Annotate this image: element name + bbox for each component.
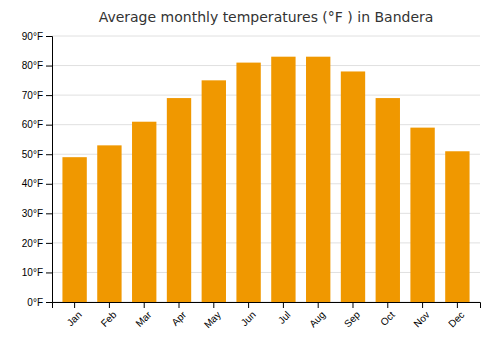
x-tick-mark [74, 302, 75, 308]
x-tick-label: Oct [378, 309, 397, 328]
grid-line [52, 65, 480, 66]
y-tick-mark [46, 213, 52, 214]
x-tick: Jul [276, 302, 293, 326]
x-tick-mark [213, 302, 214, 308]
x-tick: Apr [169, 302, 188, 328]
y-tick-label: 50°F [22, 149, 43, 160]
x-tick-label: Dec [446, 309, 466, 329]
y-tick: 30°F [22, 208, 52, 219]
bar [62, 157, 86, 302]
x-tick-mark [318, 302, 319, 308]
chart: 0°F 10°F 20°F 30°F 40°F 50°F 60°F 70°F 80°F 90°F J… [0, 0, 500, 350]
y-tick-label: 80°F [22, 60, 43, 71]
x-tick-label: Jul [276, 309, 293, 326]
y-tick-mark [46, 95, 52, 96]
bar [236, 63, 260, 302]
x-axis: Jan Feb Mar Apr May Jun Jul Aug Sep Oct Nov Dec [53, 302, 481, 330]
y-tick-label: 10°F [22, 267, 43, 278]
x-tick: Aug [307, 302, 327, 329]
bar [445, 151, 469, 302]
x-tick: Feb [99, 302, 119, 329]
y-tick: 70°F [22, 90, 52, 101]
y-tick-mark [46, 66, 52, 67]
x-tick: Jun [239, 302, 258, 328]
bar [167, 98, 191, 302]
x-tick: Oct [378, 302, 397, 328]
y-axis-line [46, 37, 53, 303]
y-tick-mark [46, 154, 52, 155]
grid-line [52, 95, 480, 96]
y-tick: 80°F [22, 60, 52, 71]
y-tick-mark [46, 125, 52, 126]
x-tick-mark [352, 302, 353, 308]
x-tick-mark [109, 302, 110, 308]
bar [97, 145, 121, 302]
plot: 0°F 10°F 20°F 30°F 40°F 50°F 60°F 70°F 80°F 90°F J… [22, 31, 481, 331]
y-tick-mark [46, 184, 52, 185]
grid-line [52, 124, 480, 125]
x-tick-mark [387, 302, 388, 308]
x-tick: Jan [65, 302, 84, 328]
x-tick-mark [144, 302, 145, 308]
x-tick-mark [422, 302, 423, 308]
x-tick-mark [179, 302, 180, 308]
x-tick-mark [457, 302, 458, 308]
y-tick: 40°F [22, 178, 52, 189]
x-tick: Mar [133, 302, 153, 329]
x-tick-mark [283, 302, 284, 308]
y-tick-label: 0°F [27, 297, 43, 308]
y-tick-mark [46, 243, 52, 244]
x-tick-label: Mar [133, 309, 153, 329]
y-tick: 50°F [22, 149, 52, 160]
bar [376, 98, 400, 302]
y-tick-label: 20°F [22, 238, 43, 249]
x-tick-label: Nov [411, 309, 431, 329]
y-tick: 90°F [22, 31, 52, 42]
y-tick-label: 60°F [22, 119, 43, 130]
x-tick-label: Feb [99, 309, 119, 329]
x-tick-label: Apr [169, 309, 188, 328]
bar [271, 57, 295, 302]
y-tick-label: 90°F [22, 31, 43, 42]
bar [341, 71, 365, 302]
y-tick-mark [46, 272, 52, 273]
bar [410, 128, 434, 302]
y-tick: 60°F [22, 119, 52, 130]
bars [62, 57, 469, 302]
y-tick: 20°F [22, 238, 52, 249]
x-tick-mark [248, 302, 249, 308]
x-tick-label: Jan [65, 309, 84, 328]
x-axis-line [53, 303, 481, 309]
y-tick-label: 40°F [22, 178, 43, 189]
bar [306, 57, 330, 302]
bar [202, 80, 226, 302]
grid [52, 36, 480, 302]
grid-line [52, 36, 480, 37]
title: Average monthly temperatures (°F ) in Ba… [99, 9, 434, 25]
y-tick-mark [46, 302, 52, 303]
y-tick-label: 70°F [22, 90, 43, 101]
y-tick: 10°F [22, 267, 52, 278]
y-axis: 0°F 10°F 20°F 30°F 40°F 50°F 60°F 70°F 80°F 90°F [22, 31, 53, 308]
x-tick-label: Sep [342, 309, 363, 330]
y-tick-mark [46, 36, 52, 37]
x-tick-label: May [202, 309, 223, 330]
y-tick: 0°F [27, 297, 52, 308]
x-tick-label: Jun [239, 309, 258, 328]
y-tick-label: 30°F [22, 208, 43, 219]
x-tick: May [202, 302, 223, 330]
x-tick-label: Aug [307, 309, 327, 329]
x-tick: Nov [411, 302, 431, 329]
bar [132, 122, 156, 302]
x-tick: Dec [446, 302, 466, 329]
x-tick: Sep [342, 302, 363, 329]
